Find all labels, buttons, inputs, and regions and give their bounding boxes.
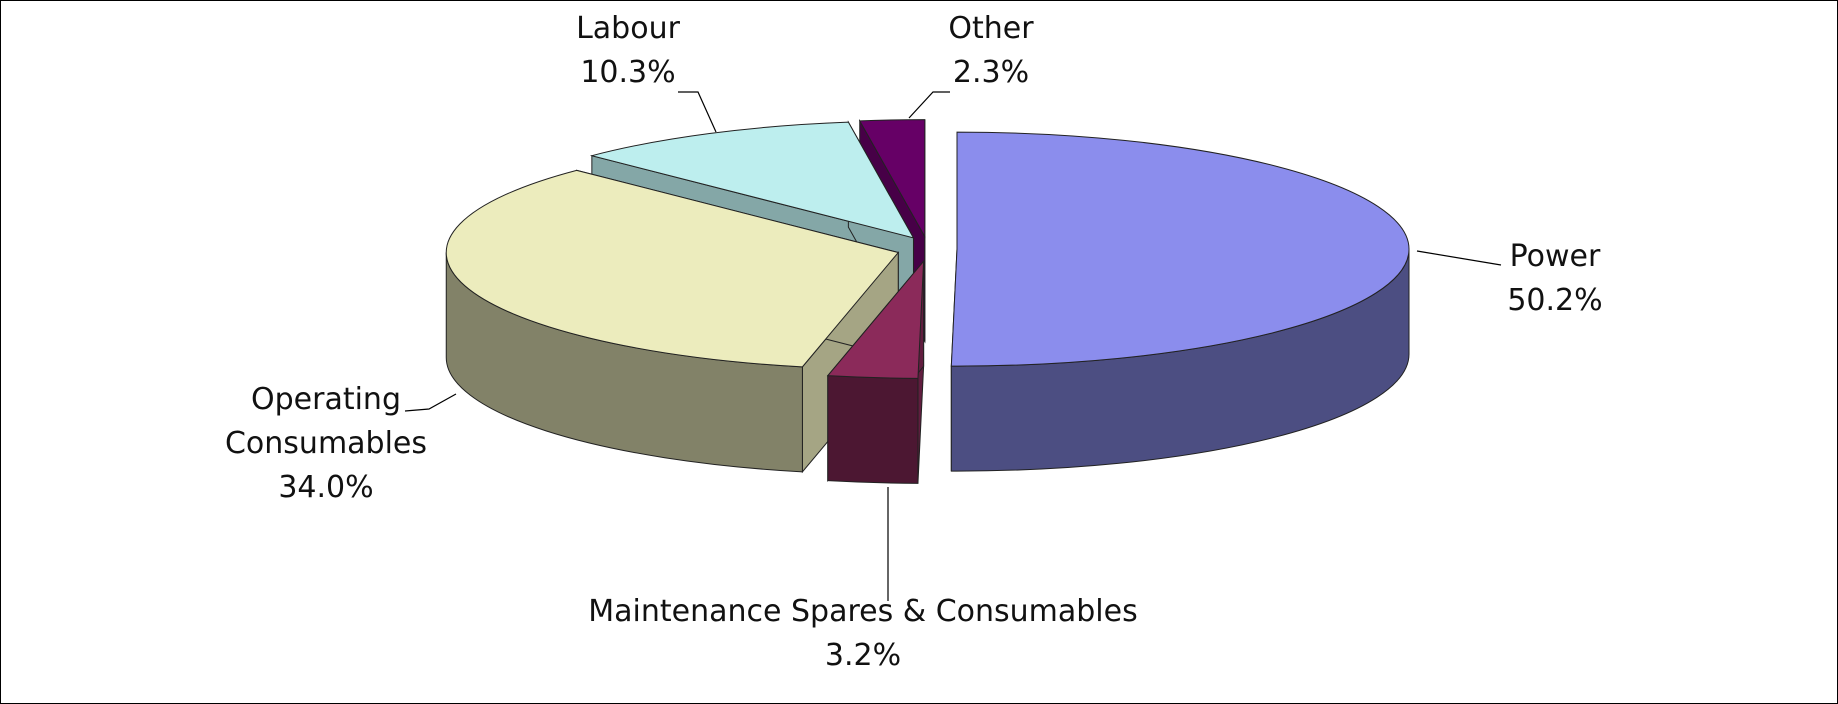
value-label: 50.2% [1507,283,1603,318]
data-label: Operating Consumables 34.0% [216,378,436,510]
leader-line [678,91,717,133]
data-label: Maintenance Spares & Consumables 3.2% [588,590,1137,678]
slice-top [589,121,915,239]
slice-top [826,259,925,379]
value-label: 10.3% [580,55,676,90]
category-label: Power [1509,239,1601,274]
slice-top [950,131,1410,367]
category-label: Operating Consumables [224,382,428,461]
category-label: Labour [576,11,680,46]
data-label: Power 50.2% [1507,235,1602,323]
data-label: Labour 10.3% [576,7,680,95]
category-label: Maintenance Spares & Consumables [588,594,1138,629]
value-label: 2.3% [952,55,1030,90]
slice-top [858,119,926,239]
leader-line [908,91,950,119]
leader-line [404,393,457,412]
slice-side [827,375,919,484]
data-label: Other 2.3% [948,7,1033,95]
value-label: 3.2% [824,638,902,673]
value-label: 34.0% [278,470,374,505]
slice-top [445,169,900,368]
leader-line [1416,250,1502,266]
category-label: Other [948,11,1034,46]
